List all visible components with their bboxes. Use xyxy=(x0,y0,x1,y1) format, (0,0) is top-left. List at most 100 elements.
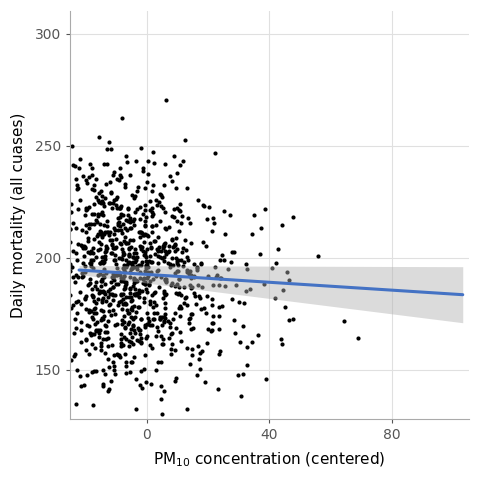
Point xyxy=(102,242,109,250)
Point xyxy=(114,301,121,309)
Point xyxy=(127,338,135,346)
Point xyxy=(125,309,133,317)
Point xyxy=(94,196,102,204)
Point xyxy=(95,133,102,141)
Point xyxy=(172,346,180,353)
Point xyxy=(154,252,162,260)
Point xyxy=(170,205,178,213)
Point xyxy=(157,359,165,366)
Point xyxy=(108,278,115,286)
Point xyxy=(88,368,96,376)
Point xyxy=(161,275,168,283)
Point xyxy=(167,281,175,289)
Point xyxy=(197,305,204,312)
Point xyxy=(99,381,107,388)
Point xyxy=(125,239,132,247)
Point xyxy=(192,300,200,308)
Point xyxy=(185,315,193,323)
Point xyxy=(107,236,114,244)
Point xyxy=(119,220,127,228)
Point xyxy=(170,213,178,220)
Point xyxy=(128,191,136,198)
Point xyxy=(129,321,137,328)
Point xyxy=(111,371,119,378)
Point xyxy=(161,160,169,168)
Point xyxy=(220,207,228,215)
Point xyxy=(162,304,169,312)
Point xyxy=(169,261,177,269)
Point xyxy=(140,366,147,373)
Point xyxy=(92,327,100,335)
Point xyxy=(188,310,196,318)
Point xyxy=(129,314,136,322)
Point xyxy=(173,217,181,225)
Point xyxy=(215,350,223,358)
Point xyxy=(120,284,128,292)
Point xyxy=(86,260,94,267)
Point xyxy=(120,251,128,258)
Point xyxy=(144,232,152,240)
Point xyxy=(166,263,173,271)
Point xyxy=(127,225,134,232)
Point xyxy=(90,297,98,305)
Point xyxy=(188,283,195,291)
Point xyxy=(168,212,176,220)
Point xyxy=(160,318,168,326)
Point xyxy=(114,214,122,222)
Point xyxy=(117,297,124,304)
Point xyxy=(137,334,144,341)
Point xyxy=(161,248,168,255)
Point xyxy=(82,292,90,300)
Point xyxy=(120,265,128,273)
Point xyxy=(89,244,96,252)
Point xyxy=(156,315,164,323)
Point xyxy=(77,338,84,346)
Point xyxy=(102,335,109,343)
Point xyxy=(140,231,148,239)
Point xyxy=(136,274,144,282)
Point xyxy=(92,300,99,307)
Point xyxy=(125,251,132,258)
Point xyxy=(82,346,90,354)
Point xyxy=(182,293,190,300)
Point xyxy=(173,204,181,211)
Point xyxy=(183,406,191,413)
Point xyxy=(82,221,90,229)
Point xyxy=(150,315,157,323)
Point xyxy=(236,338,244,346)
Point xyxy=(84,321,91,329)
Point xyxy=(100,273,108,281)
Point xyxy=(82,336,89,343)
Point xyxy=(169,315,177,323)
Point xyxy=(186,219,194,227)
Point xyxy=(160,289,168,297)
Point xyxy=(96,189,103,197)
Point xyxy=(145,257,153,265)
Point xyxy=(106,199,114,207)
Point xyxy=(140,252,148,259)
Point xyxy=(157,383,165,390)
Point xyxy=(122,263,130,271)
Point xyxy=(129,258,136,265)
Point xyxy=(159,204,167,212)
Point xyxy=(159,340,167,348)
Point xyxy=(144,321,151,328)
Point xyxy=(75,165,83,172)
Point xyxy=(171,240,179,248)
Point xyxy=(152,272,160,280)
Point xyxy=(125,293,133,301)
Point xyxy=(216,347,224,355)
Point xyxy=(159,244,167,252)
Point xyxy=(142,335,150,342)
Point xyxy=(176,328,183,336)
Point xyxy=(94,271,102,279)
Point xyxy=(92,278,99,286)
Point xyxy=(148,344,156,351)
Point xyxy=(154,310,161,317)
Point xyxy=(103,245,111,252)
Point xyxy=(216,281,223,289)
Point xyxy=(208,301,216,309)
Point xyxy=(142,378,150,386)
Point xyxy=(151,251,158,258)
Point xyxy=(131,353,138,360)
